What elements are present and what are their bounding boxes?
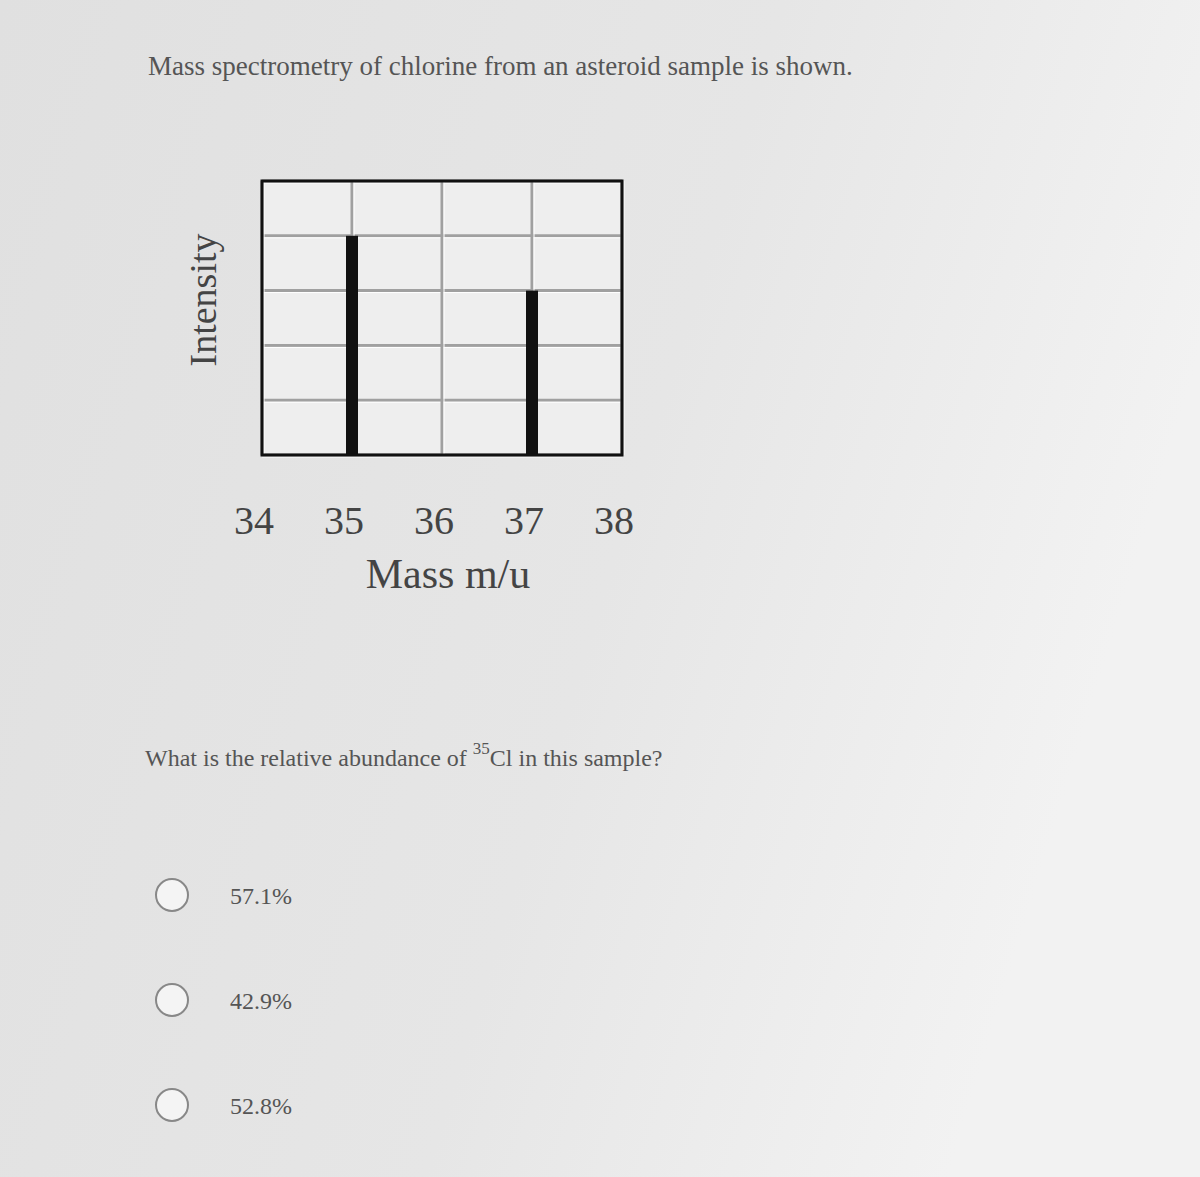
- x-tick-label: 35: [324, 498, 364, 543]
- question-text: What is the relative abundance of: [145, 745, 473, 771]
- grid-line: [262, 457, 622, 458]
- question-text: Cl in this sample?: [490, 745, 663, 771]
- grid-line: [624, 181, 625, 455]
- grid-line: [441, 181, 444, 455]
- bar: [346, 236, 358, 455]
- x-tick-label: 38: [594, 498, 634, 543]
- question: What is the relative abundance of 35Cl i…: [145, 739, 663, 771]
- marks: [346, 236, 538, 455]
- bar: [526, 291, 538, 455]
- title: Mass spectrometry of chlorine from an as…: [148, 51, 853, 81]
- grid-line: [444, 181, 445, 455]
- x-axis-label: Mass m/u: [366, 551, 531, 597]
- x-tick-label: 36: [414, 498, 454, 543]
- grid-line: [264, 181, 265, 455]
- background: [0, 0, 1200, 1177]
- radio-button[interactable]: [156, 879, 188, 911]
- plot-area: [262, 181, 622, 455]
- x-tick-label: 34: [234, 498, 274, 543]
- radio-button[interactable]: [156, 1089, 188, 1121]
- radio-button[interactable]: [156, 984, 188, 1016]
- x-tick-label: 37: [504, 498, 544, 543]
- option-label: 42.9%: [230, 988, 292, 1014]
- option-label: 57.1%: [230, 883, 292, 909]
- question-superscript: 35: [473, 739, 490, 758]
- plot-frame: [262, 181, 622, 455]
- page: Mass spectrometry of chlorine from an as…: [0, 0, 1200, 1177]
- y-axis-label: Intensity: [182, 234, 224, 367]
- option-label: 52.8%: [230, 1093, 292, 1119]
